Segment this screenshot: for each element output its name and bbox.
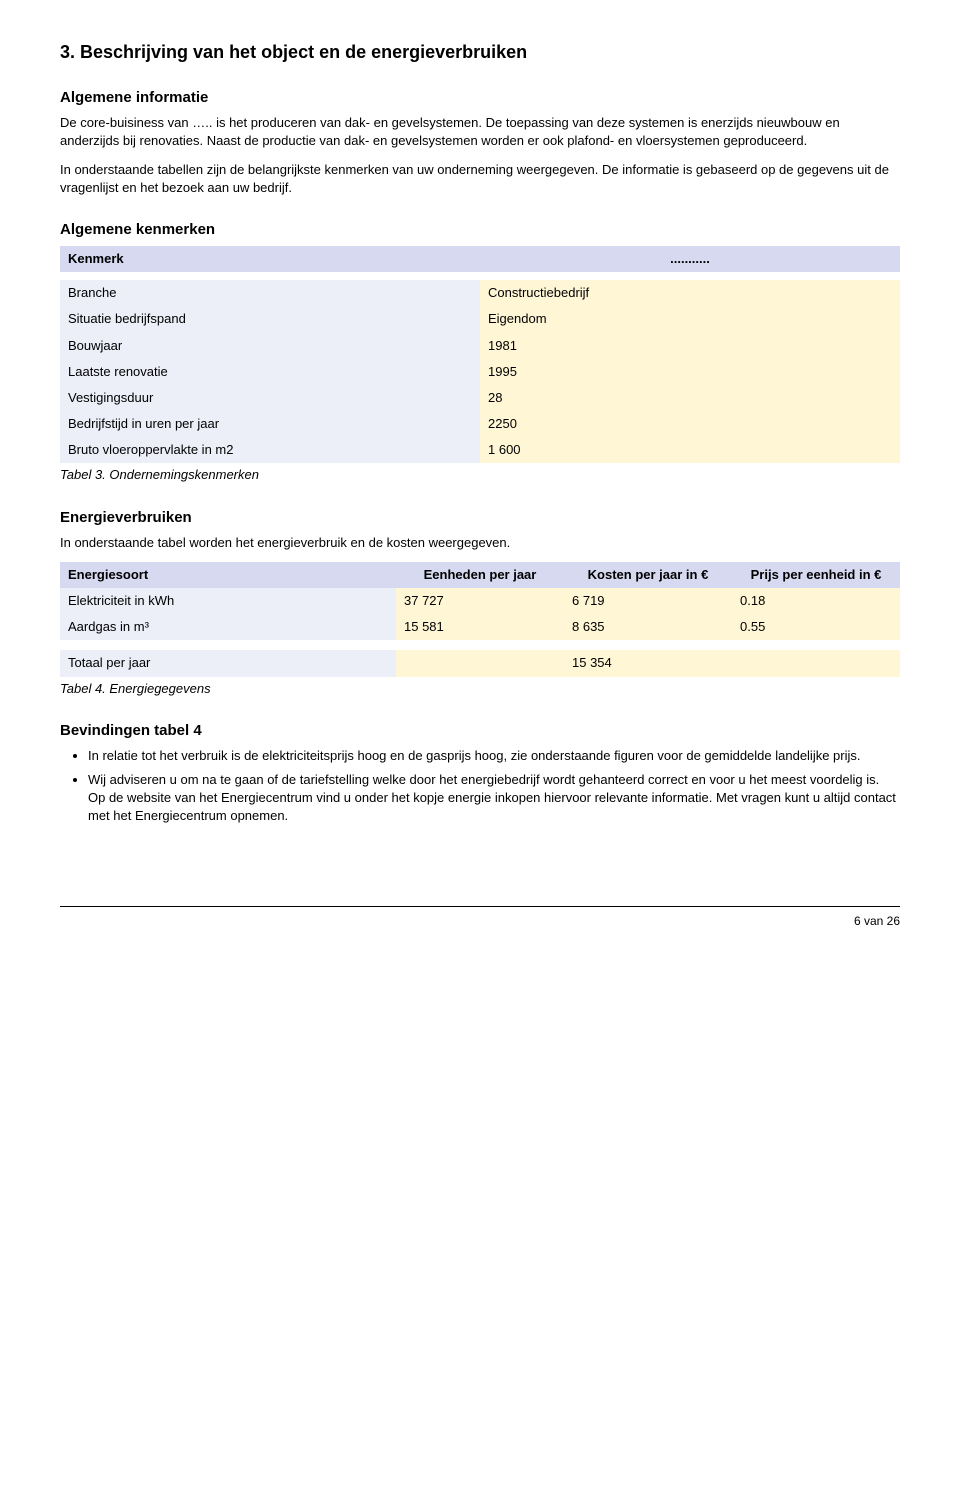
- bevindingen-list: In relatie tot het verbruik is de elektr…: [60, 747, 900, 826]
- general-info-p2: In onderstaande tabellen zijn de belangr…: [60, 161, 900, 197]
- t4-kosten: 6 719: [564, 588, 732, 614]
- t4-header-prijs: Prijs per eenheid in €: [732, 562, 900, 588]
- t3-label: Bouwjaar: [60, 333, 480, 359]
- t4-eenheden: 37 727: [396, 588, 564, 614]
- t3-value: 2250: [480, 411, 900, 437]
- energieverbruiken-heading: Energieverbruiken: [60, 507, 900, 528]
- t4-total-blank1: [396, 650, 564, 676]
- bevindingen-heading: Bevindingen tabel 4: [60, 720, 900, 741]
- t3-value: Constructiebedrijf: [480, 280, 900, 306]
- t3-label: Vestigingsduur: [60, 385, 480, 411]
- t3-value: 1995: [480, 359, 900, 385]
- table-row: Bruto vloeroppervlakte in m2 1 600: [60, 437, 900, 463]
- t4-eenheden: 15 581: [396, 614, 564, 640]
- t3-value: 1981: [480, 333, 900, 359]
- table-row: Branche Constructiebedrijf: [60, 280, 900, 306]
- page-number: 6 van 26: [854, 914, 900, 928]
- general-info-heading: Algemene informatie: [60, 87, 900, 108]
- table-row: Bedrijfstijd in uren per jaar 2250: [60, 411, 900, 437]
- table-row: Vestigingsduur 28: [60, 385, 900, 411]
- t4-label: Elektriciteit in kWh: [60, 588, 396, 614]
- t4-total-kosten: 15 354: [564, 650, 732, 676]
- t3-label: Bruto vloeroppervlakte in m2: [60, 437, 480, 463]
- page-footer: 6 van 26: [60, 906, 900, 930]
- table-row: Aardgas in m³ 15 581 8 635 0.55: [60, 614, 900, 640]
- t3-value: 1 600: [480, 437, 900, 463]
- table-row: Bouwjaar 1981: [60, 333, 900, 359]
- section-title: 3. Beschrijving van het object en de ene…: [60, 40, 900, 65]
- table4-caption: Tabel 4. Energiegegevens: [60, 680, 900, 698]
- list-item: In relatie tot het verbruik is de elektr…: [88, 747, 900, 765]
- t3-header-value: ...........: [480, 246, 900, 272]
- table-row: Laatste renovatie 1995: [60, 359, 900, 385]
- t4-prijs: 0.18: [732, 588, 900, 614]
- table-row-total: Totaal per jaar 15 354: [60, 650, 900, 676]
- general-kenmerken-heading: Algemene kenmerken: [60, 219, 900, 240]
- t3-label: Situatie bedrijfspand: [60, 306, 480, 332]
- t3-label: Branche: [60, 280, 480, 306]
- t4-total-label: Totaal per jaar: [60, 650, 396, 676]
- list-item: Wij adviseren u om na te gaan of de tari…: [88, 771, 900, 826]
- t3-label: Bedrijfstijd in uren per jaar: [60, 411, 480, 437]
- t4-total-blank2: [732, 650, 900, 676]
- table-row: Situatie bedrijfspand Eigendom: [60, 306, 900, 332]
- t3-value: Eigendom: [480, 306, 900, 332]
- t4-label: Aardgas in m³: [60, 614, 396, 640]
- table-row: Elektriciteit in kWh 37 727 6 719 0.18: [60, 588, 900, 614]
- energieverbruiken-intro: In onderstaande tabel worden het energie…: [60, 534, 900, 552]
- t3-header-kenmerk: Kenmerk: [60, 246, 480, 272]
- t4-header-energiesoort: Energiesoort: [60, 562, 396, 588]
- table3-caption: Tabel 3. Ondernemingskenmerken: [60, 466, 900, 484]
- t4-prijs: 0.55: [732, 614, 900, 640]
- general-info-p1: De core-buisiness van ….. is het produce…: [60, 114, 900, 150]
- table-kenmerken: Kenmerk ........... Branche Constructieb…: [60, 246, 900, 464]
- table-energie: Energiesoort Eenheden per jaar Kosten pe…: [60, 562, 900, 677]
- t3-value: 28: [480, 385, 900, 411]
- t4-header-eenheden: Eenheden per jaar: [396, 562, 564, 588]
- t3-label: Laatste renovatie: [60, 359, 480, 385]
- t4-kosten: 8 635: [564, 614, 732, 640]
- t4-header-kosten: Kosten per jaar in €: [564, 562, 732, 588]
